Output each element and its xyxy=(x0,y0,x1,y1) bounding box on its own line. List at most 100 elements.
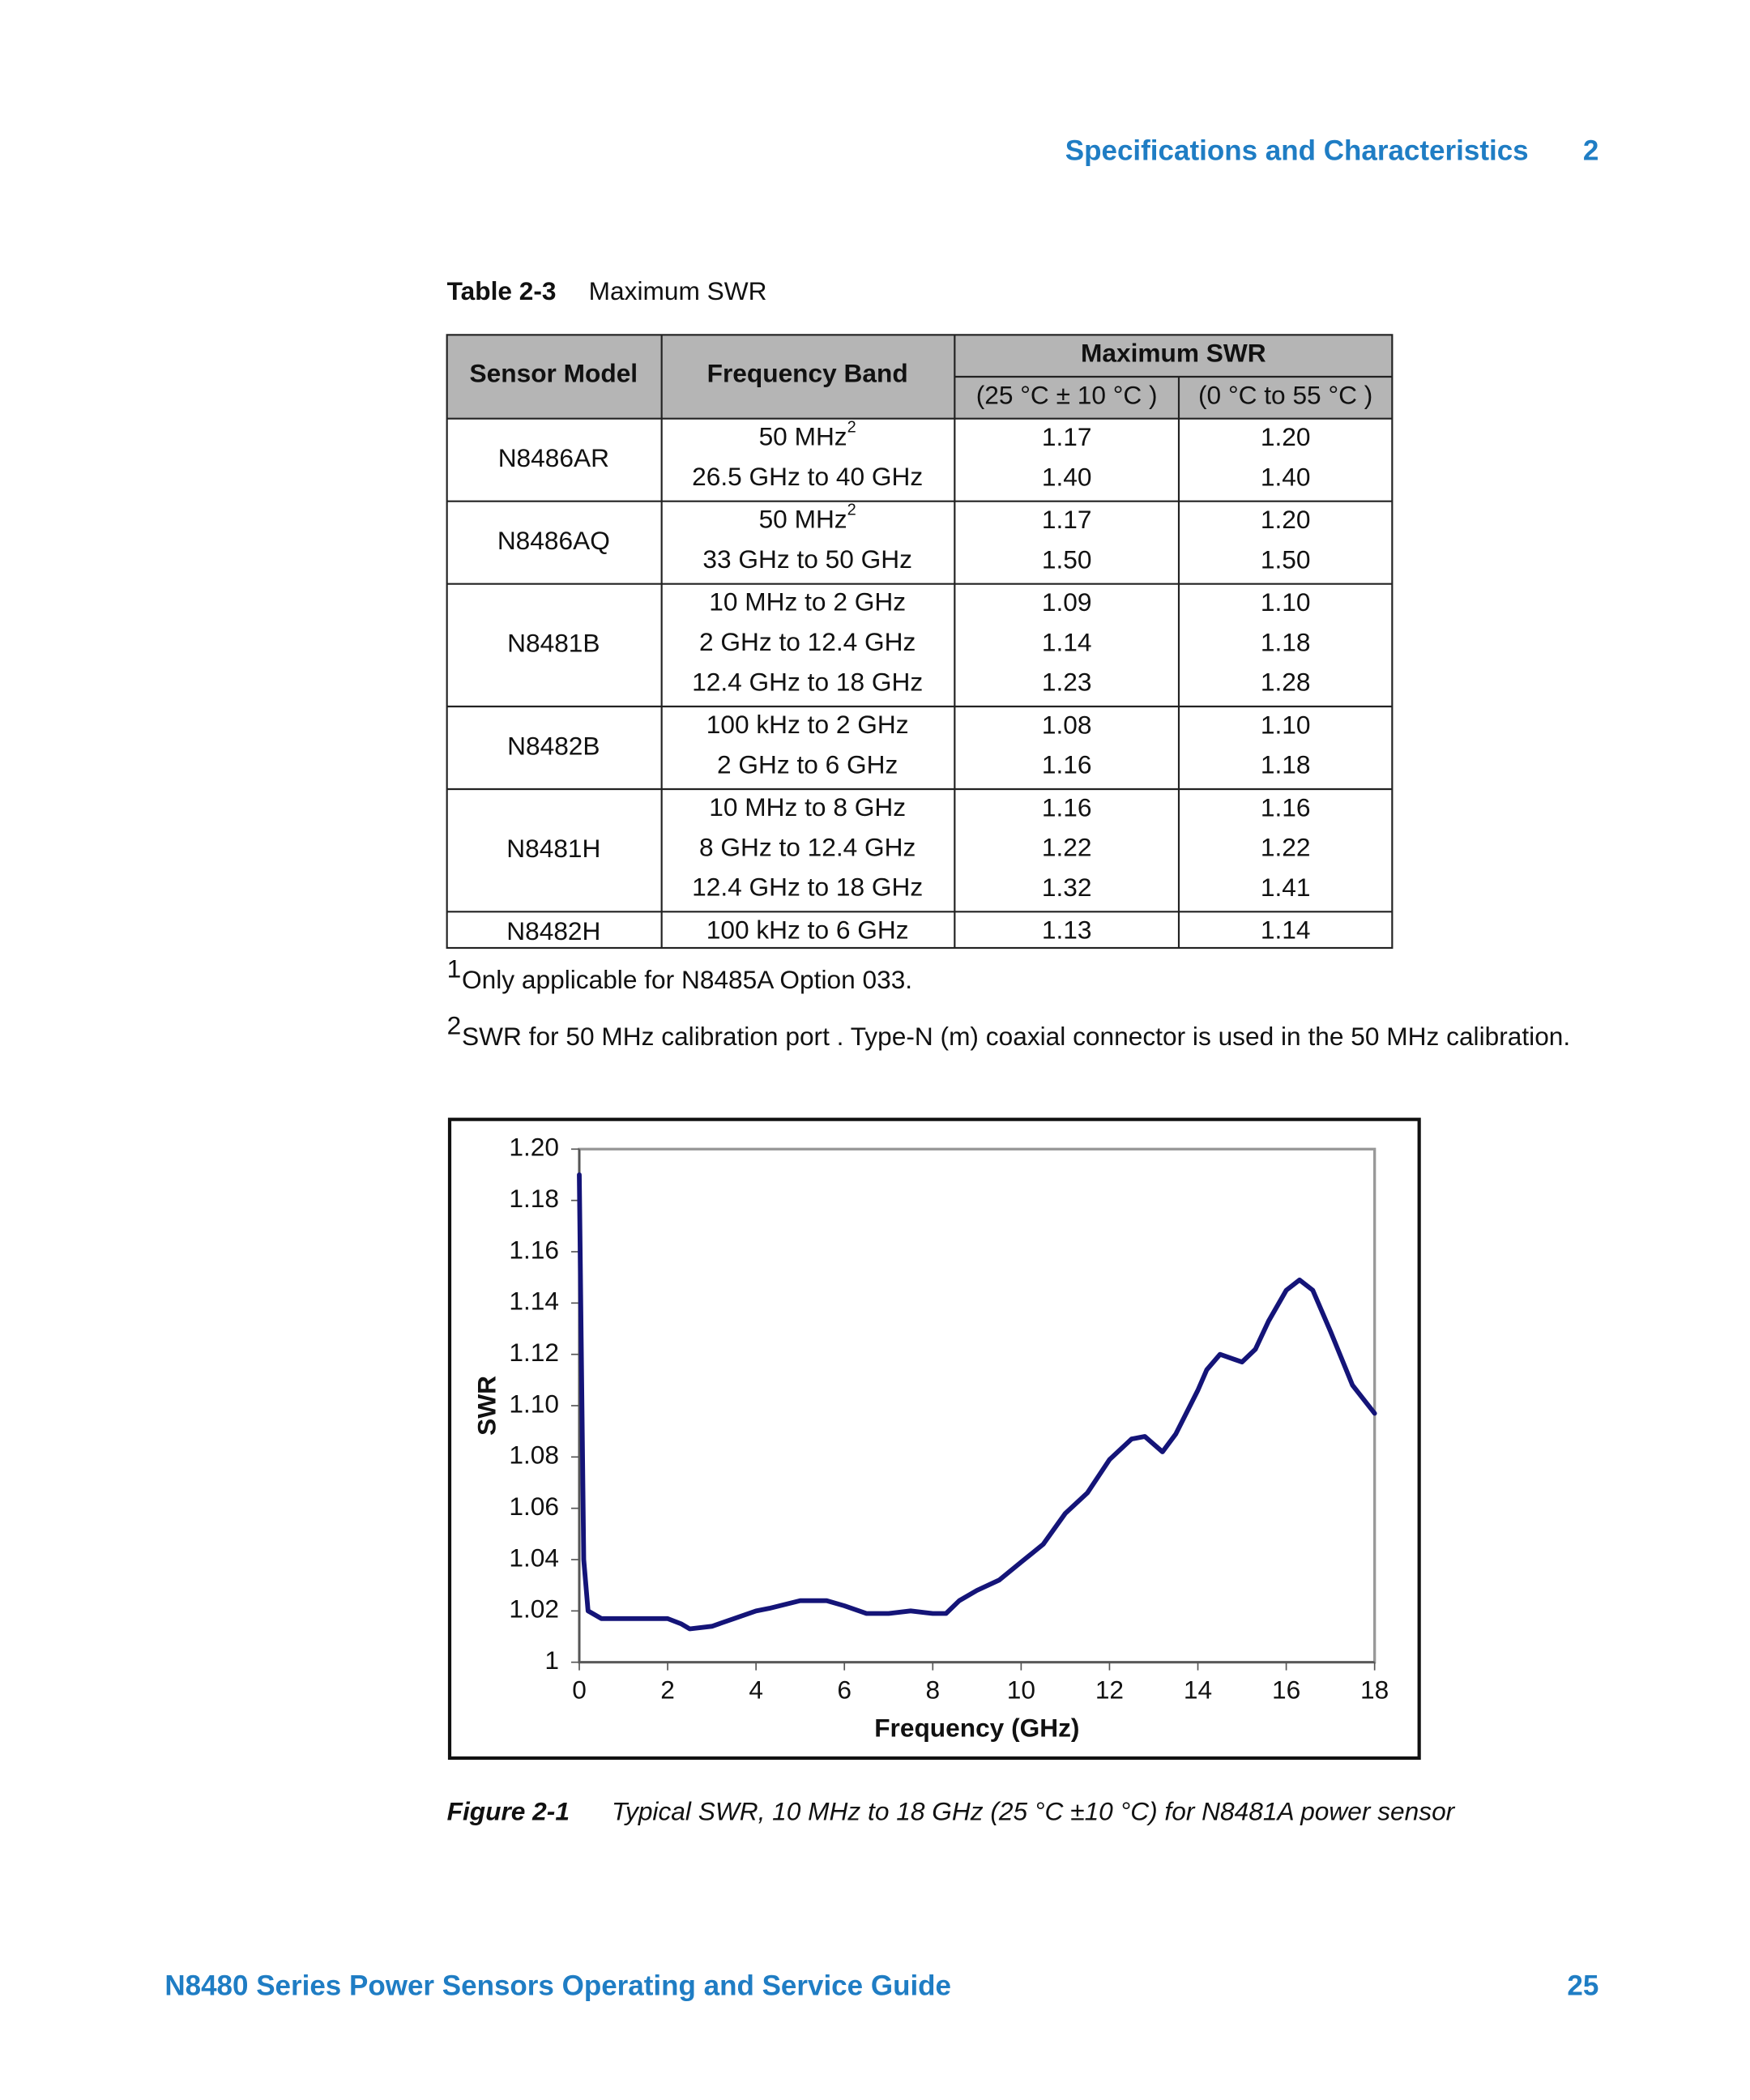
swr-value: 1.22 xyxy=(1261,833,1311,862)
column-header: Frequency Band xyxy=(707,359,908,388)
swr-value: 1.14 xyxy=(1261,916,1311,945)
y-tick-label: 1.20 xyxy=(509,1133,559,1162)
swr-value: 1.23 xyxy=(1042,668,1092,697)
footnote-text: SWR for 50 MHz calibration port . Type-N… xyxy=(462,1022,1570,1051)
section-title: Specifications and Characteristics xyxy=(1065,135,1529,167)
band-text: 10 MHz to 2 GHz xyxy=(709,587,906,617)
column-header: (0 °C to 55 °C ) xyxy=(1198,380,1372,409)
y-tick-label: 1.18 xyxy=(509,1184,559,1213)
sensor-model: N8481H xyxy=(506,834,600,863)
swr-value: 1.10 xyxy=(1261,587,1311,617)
frequency-band: 8 GHz to 12.4 GHz xyxy=(699,833,916,862)
band-text: 8 GHz to 12.4 GHz xyxy=(699,833,916,862)
band-text: 12.4 GHz to 18 GHz xyxy=(692,668,923,697)
y-tick-label: 1.14 xyxy=(509,1287,559,1316)
band-text: 2 GHz to 6 GHz xyxy=(717,750,898,779)
swr-value: 1.40 xyxy=(1042,462,1092,491)
band-note: 2 xyxy=(847,502,856,519)
figure-caption: Typical SWR, 10 MHz to 18 GHz (25 °C ±10… xyxy=(612,1797,1456,1826)
footer-title: N8480 Series Power Sensors Operating and… xyxy=(164,1970,951,2002)
column-header: Sensor Model xyxy=(470,359,638,388)
frequency-band: 26.5 GHz to 40 GHz xyxy=(692,462,923,491)
y-tick-label: 1.06 xyxy=(509,1492,559,1521)
swr-value: 1.18 xyxy=(1261,750,1311,779)
swr-value: 1.20 xyxy=(1261,422,1311,451)
table-label: Table 2-3 xyxy=(447,276,557,305)
swr-value: 1.28 xyxy=(1261,668,1311,697)
table-frame xyxy=(446,334,1394,950)
swr-value: 1.08 xyxy=(1042,710,1092,739)
x-tick-label: 6 xyxy=(837,1675,852,1705)
y-tick-label: 1.10 xyxy=(509,1389,559,1418)
band-text: 33 GHz to 50 GHz xyxy=(702,544,912,574)
band-text: 10 MHz to 8 GHz xyxy=(709,792,906,822)
y-tick-label: 1.04 xyxy=(509,1543,559,1572)
y-tick-label: 1 xyxy=(544,1645,559,1675)
swr-value: 1.20 xyxy=(1261,505,1311,534)
frequency-band: 100 kHz to 6 GHz xyxy=(706,916,909,945)
y-tick-label: 1.02 xyxy=(509,1594,559,1624)
swr-value: 1.41 xyxy=(1261,873,1311,902)
chapter-number: 2 xyxy=(1583,135,1598,167)
frequency-band: 12.4 GHz to 18 GHz xyxy=(692,873,923,902)
swr-value: 1.40 xyxy=(1261,462,1311,491)
swr-value: 1.50 xyxy=(1042,544,1092,574)
swr-value: 1.16 xyxy=(1261,792,1311,822)
sensor-model: N8482B xyxy=(507,731,600,760)
x-tick-label: 4 xyxy=(749,1675,763,1705)
sensor-model: N8486AQ xyxy=(497,526,610,555)
page-number: 25 xyxy=(1567,1970,1598,2002)
frequency-band: 2 GHz to 6 GHz xyxy=(717,750,898,779)
figure-frame xyxy=(447,1117,1421,1761)
column-header: (25 °C ± 10 °C ) xyxy=(976,380,1158,409)
x-tick-label: 2 xyxy=(660,1675,675,1705)
frequency-band: 10 MHz to 8 GHz xyxy=(709,792,906,822)
x-tick-label: 16 xyxy=(1272,1675,1300,1705)
band-text: 50 MHz xyxy=(759,422,847,451)
footnote-mark: 1 xyxy=(447,954,462,984)
swr-curve xyxy=(577,1172,1377,1632)
swr-value: 1.18 xyxy=(1261,627,1311,656)
swr-value: 1.10 xyxy=(1261,710,1311,739)
y-tick-label: 1.16 xyxy=(509,1235,559,1264)
x-axis-label: Frequency (GHz) xyxy=(874,1713,1079,1742)
band-text: 100 kHz to 6 GHz xyxy=(706,916,909,945)
band-text: 12.4 GHz to 18 GHz xyxy=(692,873,923,902)
sensor-model: N8486AR xyxy=(498,443,609,472)
band-text: 26.5 GHz to 40 GHz xyxy=(692,462,923,491)
swr-value: 1.16 xyxy=(1042,750,1092,779)
swr-value: 1.22 xyxy=(1042,833,1092,862)
frequency-band: 33 GHz to 50 GHz xyxy=(702,544,912,574)
sensor-model: N8481B xyxy=(507,629,600,658)
x-tick-label: 14 xyxy=(1184,1675,1212,1705)
x-tick-label: 8 xyxy=(925,1675,940,1705)
y-axis-label: SWR xyxy=(472,1376,502,1436)
swr-value: 1.16 xyxy=(1042,792,1092,822)
frequency-band: 12.4 GHz to 18 GHz xyxy=(692,668,923,697)
band-text: 2 GHz to 12.4 GHz xyxy=(699,627,916,656)
swr-value: 1.14 xyxy=(1042,627,1092,656)
frequency-band: 2 GHz to 12.4 GHz xyxy=(699,627,916,656)
x-tick-label: 18 xyxy=(1360,1675,1389,1705)
swr-value: 1.17 xyxy=(1042,422,1092,451)
x-tick-label: 10 xyxy=(1007,1675,1035,1705)
frequency-band: 50 MHz2 xyxy=(759,502,856,534)
swr-value: 1.09 xyxy=(1042,587,1092,617)
band-note: 2 xyxy=(847,419,856,437)
table-title: Maximum SWR xyxy=(589,276,767,305)
band-text: 100 kHz to 2 GHz xyxy=(706,710,909,739)
y-tick-label: 1.08 xyxy=(509,1441,559,1470)
x-tick-label: 0 xyxy=(572,1675,587,1705)
swr-value: 1.50 xyxy=(1261,544,1311,574)
y-tick-label: 1.12 xyxy=(509,1338,559,1367)
plot-area xyxy=(578,1147,1377,1664)
column-header: Maximum SWR xyxy=(1081,339,1266,368)
frequency-band: 50 MHz2 xyxy=(759,419,856,451)
frequency-band: 10 MHz to 2 GHz xyxy=(709,587,906,617)
swr-value: 1.17 xyxy=(1042,505,1092,534)
footnote-text: Only applicable for N8485A Option 033. xyxy=(462,965,912,994)
frequency-band: 100 kHz to 2 GHz xyxy=(706,710,909,739)
swr-value: 1.13 xyxy=(1042,916,1092,945)
